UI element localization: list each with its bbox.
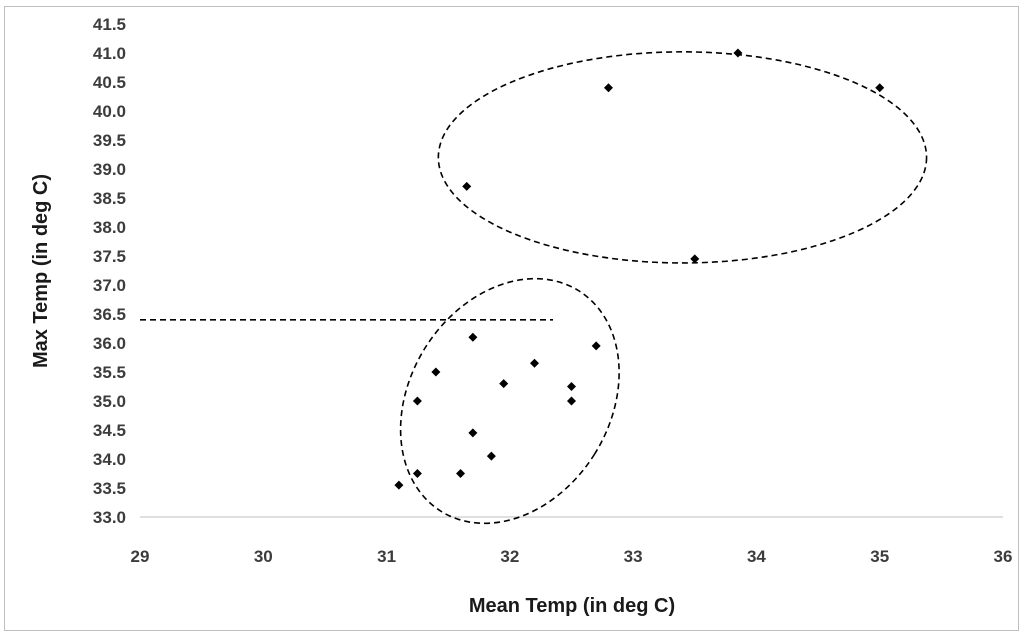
x-axis-title: Mean Temp (in deg C) <box>469 595 675 617</box>
data-point <box>603 83 613 93</box>
x-tick-label: 31 <box>377 547 396 566</box>
x-tick-labels: 29 30 31 32 33 34 35 36 <box>131 547 1013 566</box>
data-point <box>394 480 404 490</box>
data-point <box>412 396 422 406</box>
y-tick-label: 40.5 <box>93 73 126 92</box>
cluster-dashed-ellipse <box>437 51 928 264</box>
y-axis-title: Max Temp (in deg C) <box>30 174 52 368</box>
x-tick-label: 29 <box>131 547 150 566</box>
cluster-annotations <box>140 51 928 525</box>
x-tick-label: 34 <box>747 547 766 566</box>
y-tick-label: 39.5 <box>93 131 126 150</box>
data-point <box>690 254 700 264</box>
data-point <box>412 469 422 478</box>
data-point <box>486 451 496 461</box>
data-point <box>462 181 472 191</box>
x-tick-label: 32 <box>500 547 519 566</box>
y-tick-label: 36.5 <box>93 305 126 324</box>
data-point <box>567 382 576 391</box>
data-point <box>875 83 885 93</box>
y-tick-label: 33.0 <box>93 508 126 527</box>
data-point <box>591 341 601 351</box>
y-tick-label: 34.5 <box>93 421 126 440</box>
y-tick-label: 39.0 <box>93 160 126 179</box>
y-tick-label: 38.0 <box>93 218 126 237</box>
data-point <box>468 428 478 438</box>
data-point <box>431 367 441 377</box>
chart-frame <box>4 6 1019 631</box>
data-point <box>468 332 478 342</box>
x-tick-label: 30 <box>254 547 273 566</box>
y-tick-labels: 33.0 33.5 34.0 34.5 35.0 35.5 36.0 36.5 37.0 37.5… <box>93 15 126 527</box>
cluster-dashed-ellipse <box>399 277 620 525</box>
y-tick-label: 41.5 <box>93 15 126 34</box>
y-tick-label: 35.0 <box>93 392 126 411</box>
data-point <box>530 358 540 368</box>
y-tick-label: 37.0 <box>93 276 126 295</box>
y-tick-label: 40.0 <box>93 102 126 121</box>
y-tick-label: 36.0 <box>93 334 126 353</box>
x-tick-label: 35 <box>870 547 889 566</box>
data-point <box>733 48 743 58</box>
y-tick-label: 33.5 <box>93 479 126 498</box>
data-point <box>456 469 466 478</box>
y-tick-label: 38.5 <box>93 189 126 208</box>
data-points <box>394 48 885 490</box>
x-tick-label: 36 <box>994 547 1013 566</box>
data-point <box>567 396 576 406</box>
y-tick-label: 34.0 <box>93 450 126 469</box>
data-point <box>499 379 509 389</box>
x-tick-label: 33 <box>624 547 643 566</box>
y-tick-label: 37.5 <box>93 247 126 266</box>
y-tick-label: 35.5 <box>93 363 126 382</box>
y-tick-label: 41.0 <box>93 44 126 63</box>
